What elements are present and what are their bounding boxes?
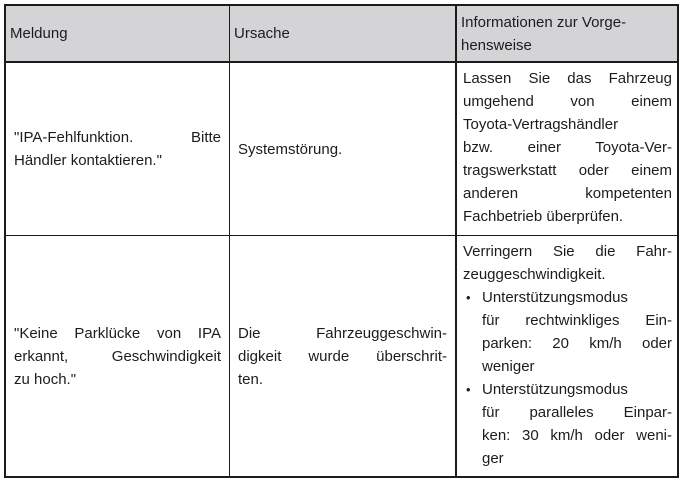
bullet-item: • Unterstützungsmodus für rechtwinkliges… <box>463 286 672 378</box>
cell-ursache-1: Systemstörung. <box>230 63 457 235</box>
text-line: Systemstörung. <box>238 140 343 158</box>
bullet-text: Unterstützungsmodus für rechtwinkliges E… <box>482 286 672 378</box>
header-meldung: Meldung <box>6 6 230 61</box>
table-header-row: Meldung Ursache Informationen zur Vorge-… <box>6 6 677 63</box>
text-line: Verringern Sie die Fahr- <box>463 243 672 260</box>
header-label-line: Informationen zur Vorge- <box>461 13 627 31</box>
text-line: ten. <box>238 370 264 388</box>
text-line: digkeit wurde überschrit- <box>238 347 447 365</box>
header-label: Meldung <box>10 25 68 42</box>
header-ursache: Ursache <box>230 6 457 61</box>
bullet-item: • Unterstützungsmodus für paralleles Ein… <box>463 378 672 470</box>
header-label: Ursache <box>234 25 290 42</box>
text-line: umgehend von einem <box>463 93 672 110</box>
text-line: "IPA-Fehlfunktion. Bitte <box>14 129 221 146</box>
text-line: für rechtwinkliges Ein- <box>482 312 672 329</box>
text-line: bzw. einer Toyota-Ver- <box>463 139 672 156</box>
text-line: Unterstützungsmodus <box>482 289 628 306</box>
cell-meldung-1: "IPA-Fehlfunktion. Bitte Händler kontakt… <box>6 63 230 235</box>
text-line: Unterstützungsmodus <box>482 381 628 398</box>
text-line: zu hoch." <box>14 370 77 388</box>
text-line: Die Fahrzeuggeschwin- <box>238 324 447 342</box>
cell-info-1: Lassen Sie das Fahrzeug umgehend von ein… <box>457 63 677 235</box>
text-line: weniger <box>482 358 535 375</box>
bullet-icon: • <box>466 382 471 397</box>
warning-message-table: Meldung Ursache Informationen zur Vorge-… <box>4 4 679 478</box>
text-line: Fachbetrieb überprüfen. <box>463 208 624 225</box>
bullet-text: Unterstützungsmodus für paralleles Einpa… <box>482 378 672 470</box>
text-line: zeuggeschwindigkeit. <box>463 266 606 283</box>
table-row-keine-parkluecke: "Keine Parklücke von IPA erkannt, Geschw… <box>6 236 677 476</box>
cell-info-2: Verringern Sie die Fahr- zeuggeschwindig… <box>457 236 677 476</box>
cell-ursache-2: Die Fahrzeuggeschwin- digkeit wurde über… <box>230 236 457 476</box>
text-line: anderen kompetenten <box>463 185 672 202</box>
text-line: parken: 20 km/h oder <box>482 335 672 352</box>
header-informationen: Informationen zur Vorge- hensweise <box>457 6 677 61</box>
cell-meldung-2: "Keine Parklücke von IPA erkannt, Geschw… <box>6 236 230 476</box>
text-line: für paralleles Einpar- <box>482 404 672 421</box>
text-line: Toyota-Vertragshändler <box>463 116 619 133</box>
header-label-line: hensweise <box>461 36 532 54</box>
text-line: "Keine Parklücke von IPA <box>14 324 221 342</box>
text-line: ger <box>482 450 504 467</box>
text-line: tragswerkstatt oder einem <box>463 162 672 179</box>
bullet-icon: • <box>466 290 471 305</box>
text-line: Lassen Sie das Fahrzeug <box>463 70 672 87</box>
text-line: Händler kontaktieren." <box>14 152 162 169</box>
text-line: erkannt, Geschwindigkeit <box>14 347 221 365</box>
table-row-ipa-fehlfunktion: "IPA-Fehlfunktion. Bitte Händler kontakt… <box>6 63 677 236</box>
text-line: ken: 30 km/h oder weni- <box>482 427 672 444</box>
